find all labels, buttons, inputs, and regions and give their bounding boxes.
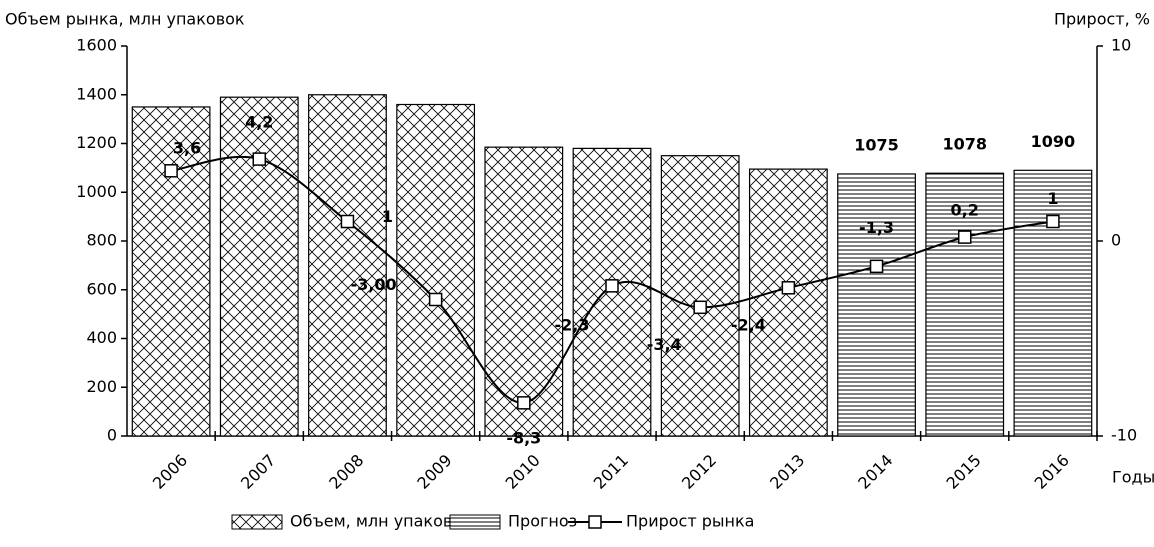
line-marker (1046, 214, 1060, 229)
y-tick-label: 1200 (76, 133, 117, 152)
y-tick-label: 600 (86, 279, 117, 298)
y2-tick-label: 0 (1111, 231, 1121, 250)
bar-value-label: 1090 (1031, 132, 1076, 151)
x-tick-label: 2011 (590, 451, 632, 493)
line-value-label: 4,2 (245, 113, 273, 132)
bar-value-label: 1075 (854, 135, 899, 154)
line-value-label: 1 (382, 207, 393, 226)
line-value-label: -8,3 (506, 428, 541, 447)
line-value-label: -3,00 (351, 275, 397, 294)
y2-axis-title: Прирост, % (1054, 10, 1150, 29)
legend-swatch (449, 514, 501, 530)
y-tick-label: 800 (86, 231, 117, 250)
y-tick-label: 0 (107, 426, 117, 445)
line-marker (957, 230, 972, 244)
y2-tick-label: -10 (1111, 426, 1137, 445)
line-value-label: 0,2 (951, 201, 979, 220)
x-tick-label: 2014 (854, 451, 896, 493)
line-value-label: -2,4 (731, 315, 766, 334)
x-tick-label: 2007 (237, 451, 279, 493)
bar (219, 96, 299, 437)
bar (748, 168, 828, 437)
line-marker (517, 396, 531, 410)
line-marker (428, 292, 443, 307)
line-marker (605, 279, 619, 293)
line-marker (781, 281, 796, 295)
line-marker (693, 300, 707, 315)
line-marker (869, 259, 884, 274)
line-value-label: 3,6 (173, 138, 201, 157)
x-axis-title: Годы (1112, 468, 1154, 487)
x-tick-label: 2012 (678, 451, 720, 493)
y-tick-label: 1000 (76, 182, 117, 201)
y-tick-label: 1400 (76, 84, 117, 103)
line-marker (164, 164, 178, 178)
x-tick-label: 2016 (1031, 451, 1073, 493)
line-value-label: 1 (1047, 189, 1058, 208)
legend-label: Прирост рынка (626, 512, 754, 531)
y-tick-label: 200 (86, 377, 117, 396)
legend-label: Объем, млн упаковок (290, 512, 472, 531)
bar-value-label: 1078 (942, 135, 987, 154)
x-tick-label: 2013 (766, 451, 808, 493)
legend-label: Прогноз (508, 512, 577, 531)
bar (660, 155, 740, 437)
x-tick-label: 2006 (149, 451, 191, 493)
line-value-label: -2,3 (555, 315, 590, 334)
legend-swatch (231, 514, 283, 530)
bar (837, 173, 916, 437)
bar (925, 172, 1005, 437)
bar (484, 146, 564, 437)
line-marker (252, 152, 267, 166)
x-tick-label: 2009 (413, 451, 455, 493)
legend-marker (588, 515, 602, 529)
x-tick-label: 2008 (325, 451, 367, 493)
line-value-label: -3,4 (647, 335, 682, 354)
line-marker (340, 214, 355, 229)
line-value-label: -1,3 (859, 218, 894, 237)
y-tick-label: 1600 (76, 36, 117, 55)
y-axis-title: Объем рынка, млн упаковок (5, 10, 245, 29)
x-tick-label: 2010 (502, 451, 544, 493)
bar (308, 94, 387, 437)
bar (1013, 169, 1093, 437)
bar (131, 106, 211, 437)
y2-tick-label: 10 (1111, 36, 1131, 55)
line (170, 155, 1054, 404)
x-tick-label: 2015 (943, 451, 985, 493)
bar (396, 103, 476, 437)
y-tick-label: 400 (86, 328, 117, 347)
